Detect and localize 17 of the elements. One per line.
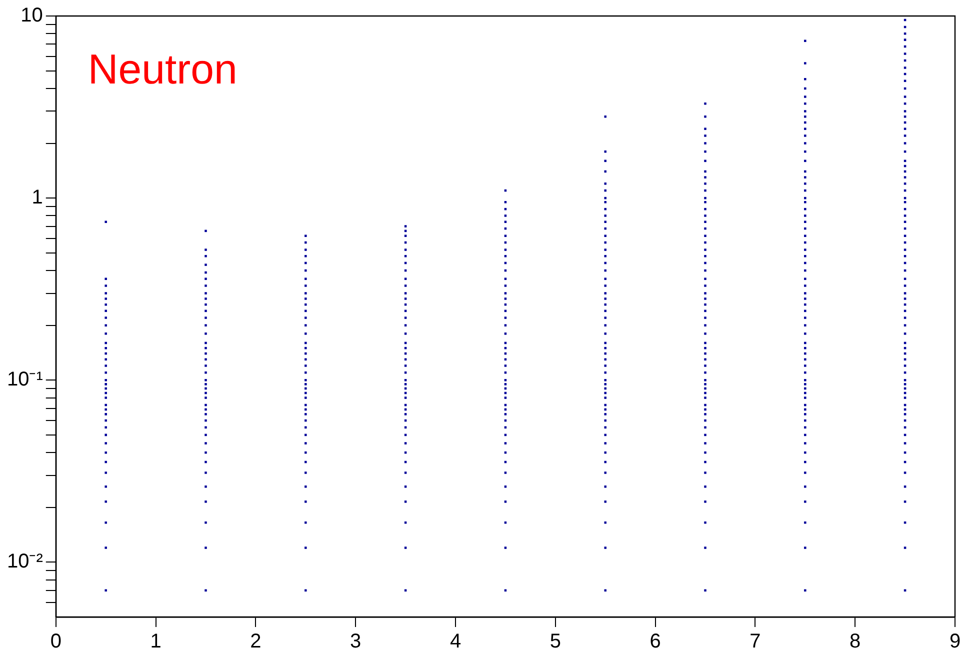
y-tick-label: 1 xyxy=(32,186,43,209)
x-tick-label: 5 xyxy=(550,630,561,653)
y-tick-label: 10 xyxy=(20,4,43,27)
y-tick-label: 10⁻² xyxy=(7,550,44,573)
point xyxy=(504,220,507,224)
x-tick-label: 3 xyxy=(350,630,362,653)
x-tick-label: 7 xyxy=(750,630,761,653)
x-tick-label: 1 xyxy=(150,630,162,653)
x-tick-label: 4 xyxy=(450,630,462,653)
point xyxy=(504,200,507,204)
annotation: Neutron xyxy=(88,46,238,93)
y-tick-label: 10⁻¹ xyxy=(7,368,44,391)
x-tick-label: 8 xyxy=(850,630,861,653)
x-tick-label: 2 xyxy=(250,630,262,653)
x-tick-label: 0 xyxy=(50,630,62,653)
x-tick-label: 6 xyxy=(650,630,661,653)
x-tick-label: 9 xyxy=(949,630,961,653)
